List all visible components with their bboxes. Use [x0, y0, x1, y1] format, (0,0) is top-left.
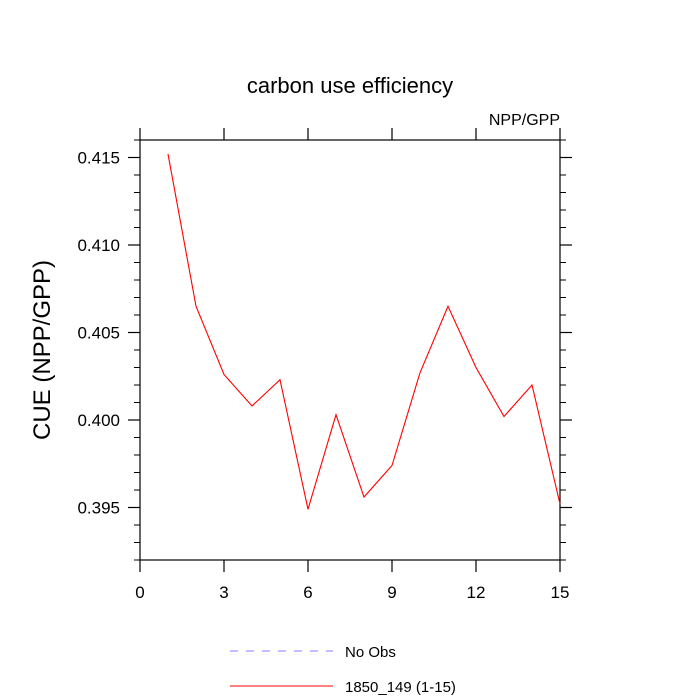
legend: No Obs 1850_149 (1-15): [230, 644, 456, 696]
x-tick-label: 6: [303, 583, 312, 602]
x-tick-label: 15: [551, 583, 570, 602]
legend-label: 1850_149 (1-15): [345, 679, 456, 696]
x-tick-label: 0: [135, 583, 144, 602]
y-tick-label: 0.415: [77, 149, 120, 168]
y-axis-label: CUE (NPP/GPP): [29, 260, 56, 440]
y-tick-labels: 0.395 0.400 0.405 0.410 0.415: [77, 149, 120, 518]
series-layer: [167, 153, 561, 510]
chart-title: carbon use efficiency: [247, 73, 453, 98]
x-tick-label: 9: [387, 583, 396, 602]
plot-frame: [139, 139, 561, 561]
x-tick-label: 12: [467, 583, 486, 602]
tick-marks: [128, 128, 572, 572]
legend-label: No Obs: [345, 644, 396, 661]
y-tick-label: 0.405: [77, 324, 120, 343]
series-line: [167, 153, 561, 510]
chart-right-title: NPP/GPP: [489, 112, 560, 129]
x-tick-labels: 0 3 6 9 12 15: [135, 583, 569, 602]
y-tick-label: 0.400: [77, 411, 120, 430]
y-tick-label: 0.395: [77, 499, 120, 518]
x-tick-label: 3: [219, 583, 228, 602]
y-tick-label: 0.410: [77, 236, 120, 255]
